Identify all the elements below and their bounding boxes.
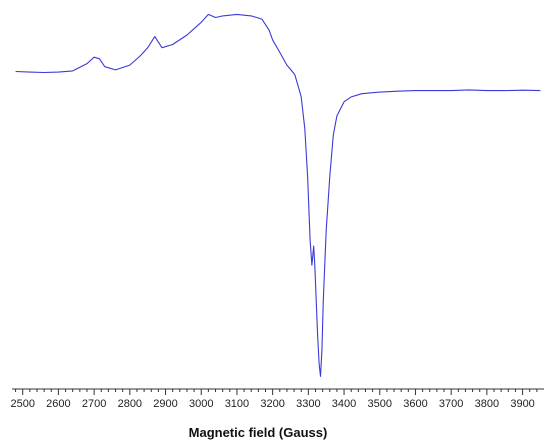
x-tick-label: 3900 (510, 398, 534, 410)
x-tick-label: 3200 (260, 398, 284, 410)
x-tick-label: 3100 (225, 398, 249, 410)
x-tick-label: 3300 (296, 398, 320, 410)
x-axis-title: Magnetic field (Gauss) (189, 425, 328, 440)
x-axis-ticks (15, 389, 538, 395)
x-tick-label: 3500 (368, 398, 392, 410)
spectrum-line (15, 13, 541, 377)
x-tick-label: 2700 (82, 398, 106, 410)
x-tick-label: 2800 (118, 398, 142, 410)
x-tick-label: 2600 (46, 398, 70, 410)
x-tick-label: 3000 (189, 398, 213, 410)
plot-area (15, 13, 541, 377)
x-tick-label: 3600 (403, 398, 427, 410)
x-tick-label: 3700 (439, 398, 463, 410)
x-tick-label: 2500 (10, 398, 34, 410)
x-axis-tick-labels: 2500 2600 2700 2800 2900 3000 3100 3200 3300 3400… (10, 398, 534, 410)
x-tick-label: 3400 (332, 398, 356, 410)
x-tick-label: 3800 (475, 398, 499, 410)
x-tick-label: 2900 (153, 398, 177, 410)
